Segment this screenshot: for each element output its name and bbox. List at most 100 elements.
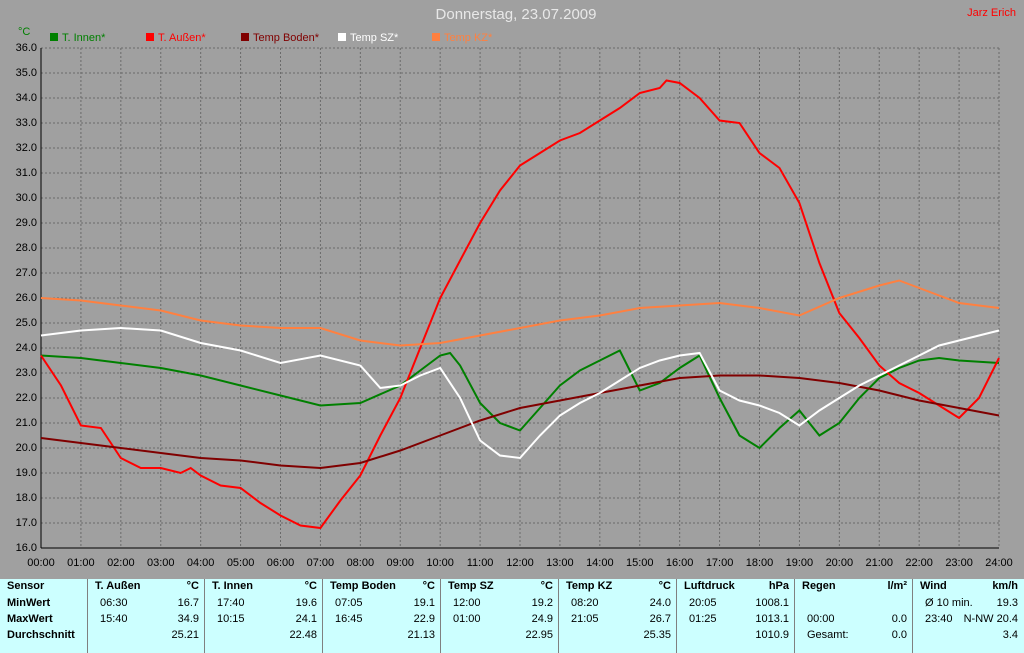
- series-line: [40, 279, 1000, 347]
- y-tick-label: 25.0: [16, 317, 37, 329]
- legend-swatch: [338, 33, 346, 41]
- y-tick-label: 22.0: [16, 392, 37, 404]
- y-tick-label: 35.0: [16, 67, 37, 79]
- x-tick-label: 10:00: [426, 557, 454, 569]
- cell: 01:00: [453, 613, 481, 625]
- separator: [676, 579, 677, 653]
- x-tick-label: 18:00: [746, 557, 774, 569]
- x-tick-label: 02:00: [107, 557, 135, 569]
- row-label: Durchschnitt: [7, 629, 75, 641]
- legend-swatch: [432, 33, 440, 41]
- y-tick-label: 26.0: [16, 292, 37, 304]
- row-label: Sensor: [7, 580, 45, 592]
- cell: 12:00: [453, 597, 481, 609]
- y-tick-label: 32.0: [16, 142, 37, 154]
- cell: 3.4: [1002, 629, 1018, 641]
- cell: 1008.1: [755, 597, 789, 609]
- y-tick-label: 23.0: [16, 367, 37, 379]
- cell: 23:40: [925, 613, 953, 625]
- x-tick-label: 06:00: [267, 557, 295, 569]
- cell: 15:40: [100, 613, 128, 625]
- cell: Ø 10 min.: [925, 597, 973, 609]
- cell: 19.3: [996, 597, 1018, 609]
- x-tick-label: 07:00: [307, 557, 335, 569]
- cell: 01:25: [689, 613, 717, 625]
- series-line: [40, 374, 1000, 470]
- cell: 19.2: [531, 597, 553, 609]
- x-tick-label: 04:00: [187, 557, 215, 569]
- series-line: [40, 349, 1000, 450]
- x-tick-label: 00:00: [27, 557, 55, 569]
- cell: 16:45: [335, 613, 363, 625]
- cell: N-NW 20.4: [963, 613, 1018, 625]
- x-tick-label: 21:00: [865, 557, 893, 569]
- y-tick-label: 21.0: [16, 417, 37, 429]
- block-unit: l/m²: [887, 580, 907, 592]
- block-name: Luftdruck: [684, 580, 735, 592]
- x-tick-label: 05:00: [227, 557, 255, 569]
- cell: 22.48: [289, 629, 317, 641]
- x-tick-label: 12:00: [506, 557, 534, 569]
- y-axis-label: °C: [18, 26, 30, 38]
- legend-swatch: [146, 33, 154, 41]
- x-tick-label: 20:00: [826, 557, 854, 569]
- y-tick-label: 30.0: [16, 192, 37, 204]
- separator: [794, 579, 795, 653]
- cell: 26.7: [649, 613, 671, 625]
- row-label: MinWert: [7, 597, 51, 609]
- separator: [322, 579, 323, 653]
- x-tick-label: 03:00: [147, 557, 175, 569]
- block-unit: hPa: [768, 580, 789, 592]
- x-tick-label: 19:00: [786, 557, 814, 569]
- x-tick-label: 23:00: [945, 557, 973, 569]
- y-tick-label: 36.0: [16, 42, 37, 54]
- x-tick-label: 22:00: [905, 557, 933, 569]
- cell: 19.1: [413, 597, 435, 609]
- x-tick-label: 15:00: [626, 557, 654, 569]
- y-tick-label: 16.0: [16, 542, 37, 554]
- cell: 1010.9: [755, 629, 789, 641]
- block-unit: °C: [422, 580, 435, 592]
- author: Jarz Erich: [967, 7, 1016, 19]
- separator: [440, 579, 441, 653]
- stats-table: Sensor MinWert MaxWert Durchschnitt T. Außen…: [0, 579, 1024, 653]
- block-unit: km/h: [992, 580, 1018, 592]
- y-tick-label: 33.0: [16, 117, 37, 129]
- y-tick-label: 19.0: [16, 467, 37, 479]
- y-tick-label: 18.0: [16, 492, 37, 504]
- y-tick-label: 27.0: [16, 267, 37, 279]
- legend-swatch: [241, 33, 249, 41]
- x-tick-label: 01:00: [67, 557, 95, 569]
- cell: 10:15: [217, 613, 245, 625]
- block-name: Temp Boden: [330, 580, 396, 592]
- cell: 22.95: [525, 629, 553, 641]
- chart-title: Donnerstag, 23.07.2009: [436, 6, 597, 23]
- x-tick-label: 14:00: [586, 557, 614, 569]
- cell: 0.0: [891, 613, 907, 625]
- separator: [558, 579, 559, 653]
- x-tick-label: 09:00: [386, 557, 414, 569]
- separator: [912, 579, 913, 653]
- block-name: T. Innen: [212, 580, 253, 592]
- x-tick-label: 13:00: [546, 557, 574, 569]
- cell: 06:30: [100, 597, 128, 609]
- block-unit: °C: [186, 580, 199, 592]
- block-name: Temp KZ: [566, 580, 613, 592]
- legend-swatch: [50, 33, 58, 41]
- chart: Donnerstag, 23.07.2009 Jarz Erich °C 16.…: [16, 6, 1016, 569]
- y-tick-label: 17.0: [16, 517, 37, 529]
- block-unit: °C: [304, 580, 317, 592]
- cell: 25.21: [171, 629, 199, 641]
- legend-label: Temp SZ*: [350, 32, 399, 44]
- block-name: T. Außen: [95, 580, 141, 592]
- separator: [204, 579, 205, 653]
- x-tick-label: 24:00: [985, 557, 1013, 569]
- y-tick-label: 20.0: [16, 442, 37, 454]
- series-line: [40, 326, 1000, 460]
- x-tick-label: 17:00: [706, 557, 734, 569]
- cell: 21.13: [407, 629, 435, 641]
- cell: 24.9: [531, 613, 553, 625]
- cell: Gesamt:: [807, 629, 849, 641]
- cell: 21:05: [571, 613, 599, 625]
- y-tick-label: 34.0: [16, 92, 37, 104]
